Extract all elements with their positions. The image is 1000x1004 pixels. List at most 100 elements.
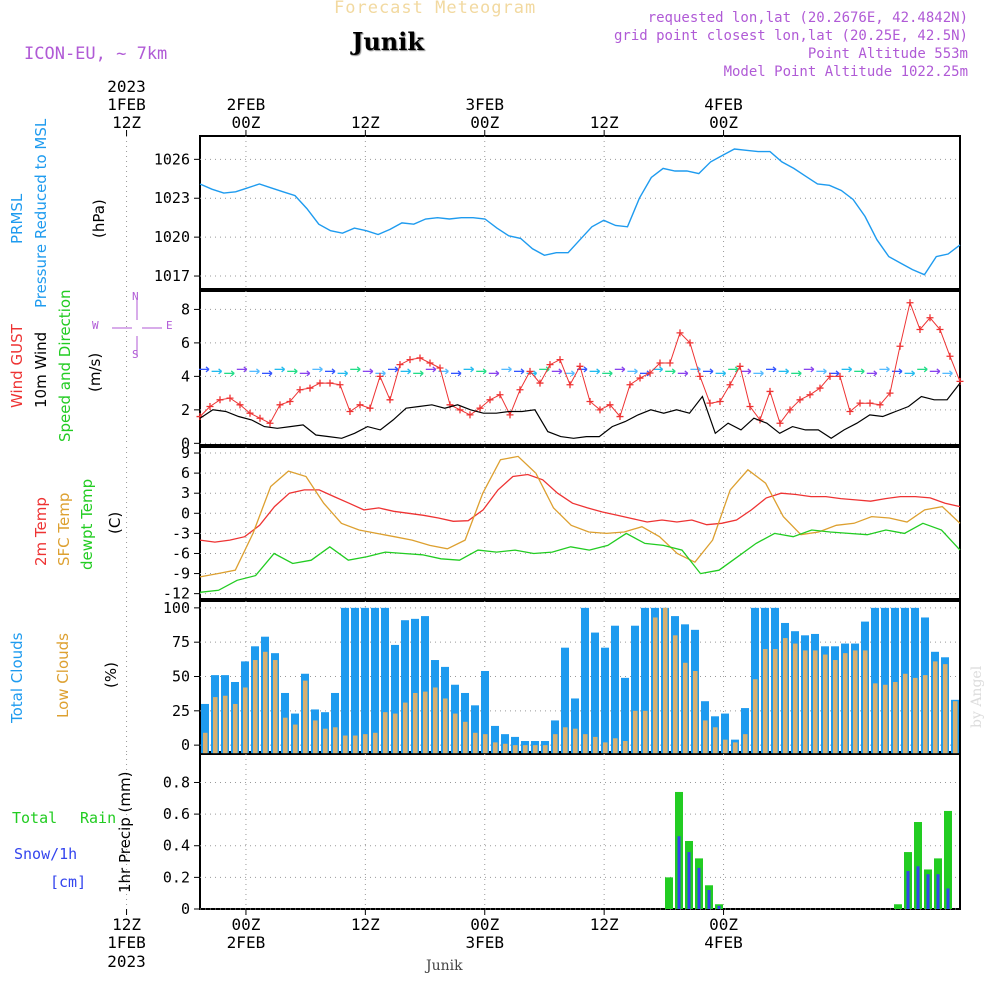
- total-cloud-bar: [371, 607, 379, 754]
- wind-gust-marker: [546, 361, 554, 369]
- top-year-label: 2023: [107, 77, 146, 96]
- wind-gust-marker: [436, 364, 444, 372]
- wind-direction-arrowhead: [709, 368, 714, 375]
- precip-snow-bar: [717, 905, 721, 909]
- wind-direction-arrowhead: [331, 368, 336, 375]
- pressure-ytick-label: 1026: [154, 150, 190, 168]
- wind-gust-marker: [786, 406, 794, 414]
- bottom-hour-label: 00Z: [709, 915, 738, 934]
- temp-unit: (C): [106, 511, 124, 534]
- total-cloud-bar: [631, 625, 639, 754]
- wind-gust-marker: [556, 356, 564, 364]
- gridpoint-coords: grid point closest lon,lat (20.25E, 42.5…: [613, 28, 968, 44]
- low-cloud-bar: [413, 692, 418, 754]
- wind-direction-arrowhead: [558, 368, 563, 375]
- wind-gust-marker: [676, 329, 684, 337]
- wind-direction-arrowhead: [835, 370, 840, 377]
- low-cloud-bar: [893, 681, 898, 754]
- cloud-ytick-label: 75: [172, 633, 190, 651]
- wind-direction-arrowhead: [911, 370, 916, 377]
- wind-gust-marker: [246, 409, 254, 417]
- bottom-year-label: 2023: [107, 952, 146, 971]
- temp-ytick-label: 0: [181, 504, 190, 522]
- low-cloud-bar: [393, 713, 398, 754]
- total-cloud-bar: [501, 734, 509, 754]
- wind-direction-arrowhead: [810, 366, 815, 373]
- temp-ytick-label: -3: [172, 524, 190, 542]
- wind-gust-marker: [326, 379, 334, 387]
- wind-direction-arrowhead: [520, 368, 525, 375]
- wind-gust-marker: [796, 396, 804, 404]
- temp-ytick-label: -12: [163, 585, 190, 603]
- wind-direction-arrowhead: [696, 366, 701, 373]
- temp-ytick-label: 3: [181, 484, 190, 502]
- low-cloud-bar: [563, 727, 568, 754]
- wind-gust-marker: [946, 352, 954, 360]
- wind-gust-marker: [566, 381, 574, 389]
- wind-gust-marker: [506, 411, 514, 419]
- wind-direction-arrowhead: [659, 366, 664, 373]
- bottom-day-label: 2FEB: [227, 933, 266, 952]
- total-cloud-bar: [871, 607, 879, 754]
- low-cloud-bar: [423, 691, 428, 754]
- low-cloud-bar: [953, 701, 958, 754]
- low-cloud-bar: [203, 732, 208, 754]
- low-cloud-bar: [273, 660, 278, 754]
- bottom-day-label: 4FEB: [704, 933, 743, 952]
- bottom-hour-label: 12Z: [112, 915, 141, 934]
- low-cloud-bar: [303, 680, 308, 754]
- low-cloud-bar: [283, 717, 288, 754]
- wind-direction-arrowhead: [470, 366, 475, 373]
- wind-gust-marker: [716, 397, 724, 405]
- top-day-label: 3FEB: [465, 95, 504, 114]
- wind-gust-marker: [316, 379, 324, 387]
- precip-ytick-label: 0.4: [163, 837, 190, 855]
- wind-direction-arrowhead: [457, 370, 462, 377]
- wind-direction-arrowhead: [759, 370, 764, 377]
- cloud-ytick-label: 0: [181, 736, 190, 754]
- wind-10m-line: [199, 382, 961, 440]
- credit-watermark: by Angel: [969, 665, 985, 728]
- low-cloud-bar: [833, 660, 838, 754]
- wind-direction-arrowhead: [570, 370, 575, 377]
- wind-gust-marker: [426, 359, 434, 367]
- temp-frame: [199, 446, 961, 600]
- low-cloud-bar: [783, 638, 788, 754]
- low-cloud-bar: [443, 698, 448, 754]
- model-label: ICON-EU, ~ 7km: [24, 44, 168, 64]
- point-altitude: Point Altitude 553m: [807, 46, 968, 62]
- wind-gust-marker: [306, 384, 314, 392]
- wind-label-10m: 10m Wind: [32, 331, 50, 408]
- low-cloud-bar: [553, 734, 558, 754]
- wind-direction-arrowhead: [948, 370, 953, 377]
- wind-unit: (m/s): [86, 352, 104, 392]
- wind-gust-marker: [646, 369, 654, 377]
- low-cloud-bar: [223, 695, 228, 754]
- wind-gust-marker: [596, 406, 604, 414]
- top-hour-label: 12Z: [112, 113, 141, 132]
- compass-east: E: [166, 319, 173, 332]
- low-cloud-bar: [733, 742, 738, 754]
- wind-direction-arrowhead: [898, 368, 903, 375]
- wind-direction-arrowhead: [281, 366, 286, 373]
- wind-direction-arrowhead: [822, 368, 827, 375]
- wind-direction-arrowhead: [923, 366, 928, 373]
- wind-direction-arrowhead: [772, 366, 777, 373]
- temp-label-2m: 2m Temp: [32, 497, 50, 566]
- temp-sfc-line: [199, 455, 961, 578]
- low-cloud-bar: [243, 687, 248, 754]
- wind-gust-marker: [606, 401, 614, 409]
- low-cloud-bar: [683, 662, 688, 754]
- wind-gust-marker: [766, 387, 774, 395]
- low-cloud-bar: [403, 702, 408, 754]
- wind-direction-arrowhead: [621, 366, 626, 373]
- total-cloud-bar: [331, 692, 339, 754]
- wind-gust-marker: [286, 397, 294, 405]
- wind-direction-arrowhead: [873, 370, 878, 377]
- total-cloud-bar: [411, 618, 419, 754]
- wind-gust-marker: [926, 314, 934, 322]
- precip-snow-bar: [946, 888, 950, 909]
- wind-direction-arrowhead: [860, 368, 865, 375]
- temp-ytick-label: -9: [172, 565, 190, 583]
